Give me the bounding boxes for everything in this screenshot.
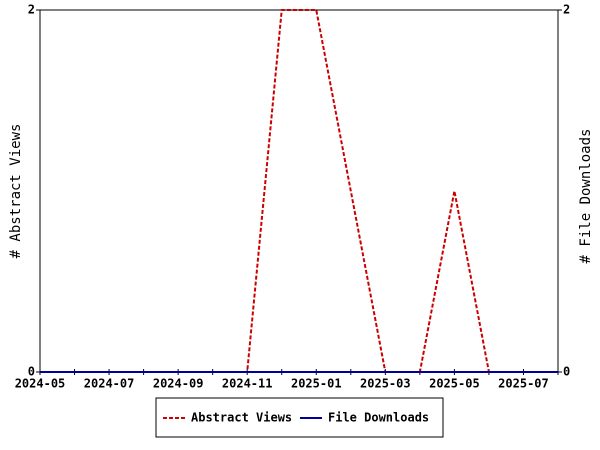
x-tick-label: 2024-11 (222, 377, 273, 391)
x-tick-label: 2025-05 (429, 377, 480, 391)
y-axis-label: # Abstract Views (8, 124, 24, 259)
legend-box (155, 397, 444, 438)
x-tick-label: 2024-09 (153, 377, 204, 391)
x-tick-label: 2025-03 (360, 377, 411, 391)
y-tick-label: 2 (28, 3, 35, 17)
y2-tick-label: 0 (563, 365, 570, 379)
x-tick-label: 2025-01 (291, 377, 342, 391)
y2-tick-label: 2 (563, 3, 570, 17)
legend-label: File Downloads (328, 411, 429, 425)
y-tick-label: 0 (28, 365, 35, 379)
x-tick-label: 2024-07 (84, 377, 135, 391)
x-tick-label: 2024-05 (15, 377, 66, 391)
y2-axis-label: # File Downloads (578, 129, 594, 264)
x-tick-label: 2025-07 (498, 377, 549, 391)
plot-frame (39, 9, 559, 373)
legend-label: Abstract Views (191, 411, 292, 425)
